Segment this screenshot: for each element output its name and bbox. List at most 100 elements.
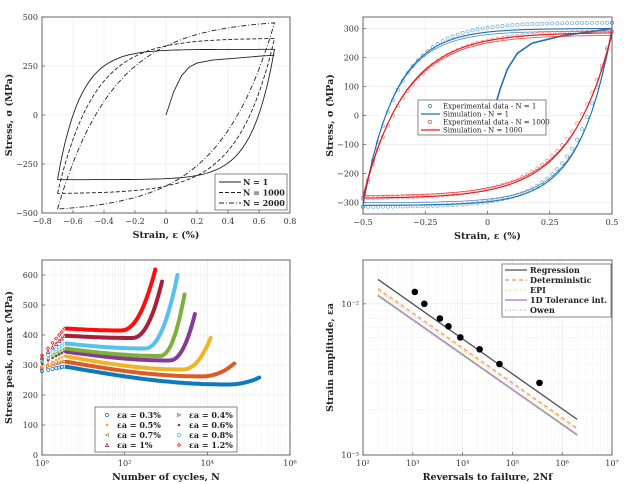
data-marker — [104, 442, 110, 447]
legend-label-4: εa = 0.6% — [189, 420, 233, 430]
x-tick-label: 10³ — [406, 459, 419, 468]
data-marker — [45, 349, 51, 354]
data-marker — [51, 356, 54, 360]
data-marker — [445, 36, 450, 41]
data-marker — [485, 25, 490, 30]
y-tick-label: 200 — [23, 391, 38, 400]
axes-frame — [41, 16, 291, 214]
series-band-4 — [64, 312, 197, 363]
axes-2: −0.5 −0.25 0 0.25 0.5 −300 −200 −100 0 100 200 300 S… — [325, 16, 618, 242]
data-marker — [495, 24, 500, 29]
x-tick-label: −0.8 — [32, 217, 51, 226]
x-axis-label: Reversals to failure, 2Nf — [423, 472, 554, 483]
data-marker — [57, 360, 62, 366]
series-line-3 — [377, 290, 578, 431]
series-line-4-b — [362, 34, 613, 196]
x-tick-label: 0.25 — [541, 218, 559, 227]
y-tick-label: 300 — [344, 25, 359, 34]
data-marker — [59, 343, 64, 348]
data-marker — [515, 33, 520, 38]
x-tick-label: 10⁵ — [506, 459, 519, 468]
data-marker — [54, 354, 58, 358]
data-marker — [57, 332, 62, 338]
data-marker — [555, 21, 560, 26]
data-marker — [450, 203, 455, 207]
y-axis-label: Stress peak, σmax (MPa) — [4, 291, 15, 424]
data-marker — [46, 352, 50, 357]
data-marker — [530, 186, 535, 191]
data-marker — [176, 442, 182, 448]
data-marker — [50, 344, 55, 350]
data-marker — [57, 345, 62, 350]
series-line-2 — [362, 28, 613, 206]
data-marker — [545, 21, 550, 26]
data-marker — [40, 369, 44, 373]
legend: εa = 0.3% εa = 0.4%εa = 0.5% εa = 0.6%εa =… — [94, 406, 238, 453]
y-tick-label: 600 — [23, 271, 38, 280]
data-marker — [585, 21, 590, 25]
y-tick-label: 100 — [23, 421, 38, 430]
legend-box — [501, 263, 612, 318]
data-marker — [600, 20, 604, 25]
data-point — [411, 288, 419, 296]
data-marker — [560, 21, 565, 26]
y-tick-label: 250 — [23, 62, 38, 71]
data-marker — [575, 21, 580, 25]
data-marker — [535, 21, 540, 26]
data-marker — [105, 413, 109, 417]
series-line-2 — [377, 288, 578, 429]
x-tick-label: 0.2 — [191, 217, 204, 226]
data-marker — [525, 22, 530, 27]
series-band-2 — [64, 359, 237, 379]
x-tick-label: 10⁶ — [556, 459, 569, 468]
data-marker — [560, 161, 565, 166]
data-marker — [550, 21, 555, 26]
data-marker — [57, 365, 62, 370]
axes-frame — [362, 16, 613, 215]
data-marker — [585, 115, 590, 120]
x-tick-label: 10⁶ — [283, 459, 296, 468]
data-marker — [39, 355, 45, 360]
data-point — [436, 315, 444, 322]
y-tick-label: 0 — [33, 451, 38, 460]
data-marker — [580, 127, 585, 132]
series-6 — [40, 273, 180, 361]
x-tick-label: 10⁰ — [35, 459, 48, 468]
series-band-6 — [64, 273, 180, 351]
x-axis-label: Number of cycles, N — [112, 472, 220, 483]
legend-label-3: εa = 0.5% — [117, 420, 161, 430]
data-point — [457, 334, 464, 341]
data-marker — [54, 366, 59, 371]
y-axis-label: Strain amplitude, εa — [325, 303, 336, 412]
legend-box — [417, 99, 547, 136]
data-marker — [57, 357, 61, 360]
y-tick-label: −500 — [16, 209, 38, 218]
x-tick-label: 0.6 — [253, 217, 266, 226]
data-marker — [50, 349, 55, 354]
series-8 — [39, 267, 158, 358]
data-point — [536, 379, 543, 387]
series-5 — [39, 292, 187, 365]
data-marker — [53, 351, 59, 356]
data-marker — [54, 347, 59, 352]
data-marker — [605, 20, 609, 25]
data-marker — [45, 356, 50, 361]
legend-label-2: εa = 0.4% — [189, 410, 233, 420]
legend-marker-3 — [428, 120, 432, 124]
data-marker — [40, 365, 44, 368]
y-tick-label: −250 — [16, 160, 38, 169]
data-marker — [570, 146, 575, 151]
data-marker — [60, 356, 64, 359]
data-marker — [445, 203, 450, 208]
legend-label-5: Owen — [530, 305, 555, 315]
data-marker — [555, 167, 560, 172]
x-tick-label: 10⁴ — [456, 459, 469, 468]
series-7 — [39, 279, 164, 360]
data-marker — [540, 31, 545, 36]
data-marker — [62, 359, 67, 364]
axes-1: −0.8 −0.6 −0.4 −0.2 0 0.2 0.4 0.6 0.8 −500 −250 0 25… — [4, 13, 296, 241]
axes-frame — [362, 259, 613, 456]
legend-label-2: N = 1000 — [243, 188, 285, 198]
